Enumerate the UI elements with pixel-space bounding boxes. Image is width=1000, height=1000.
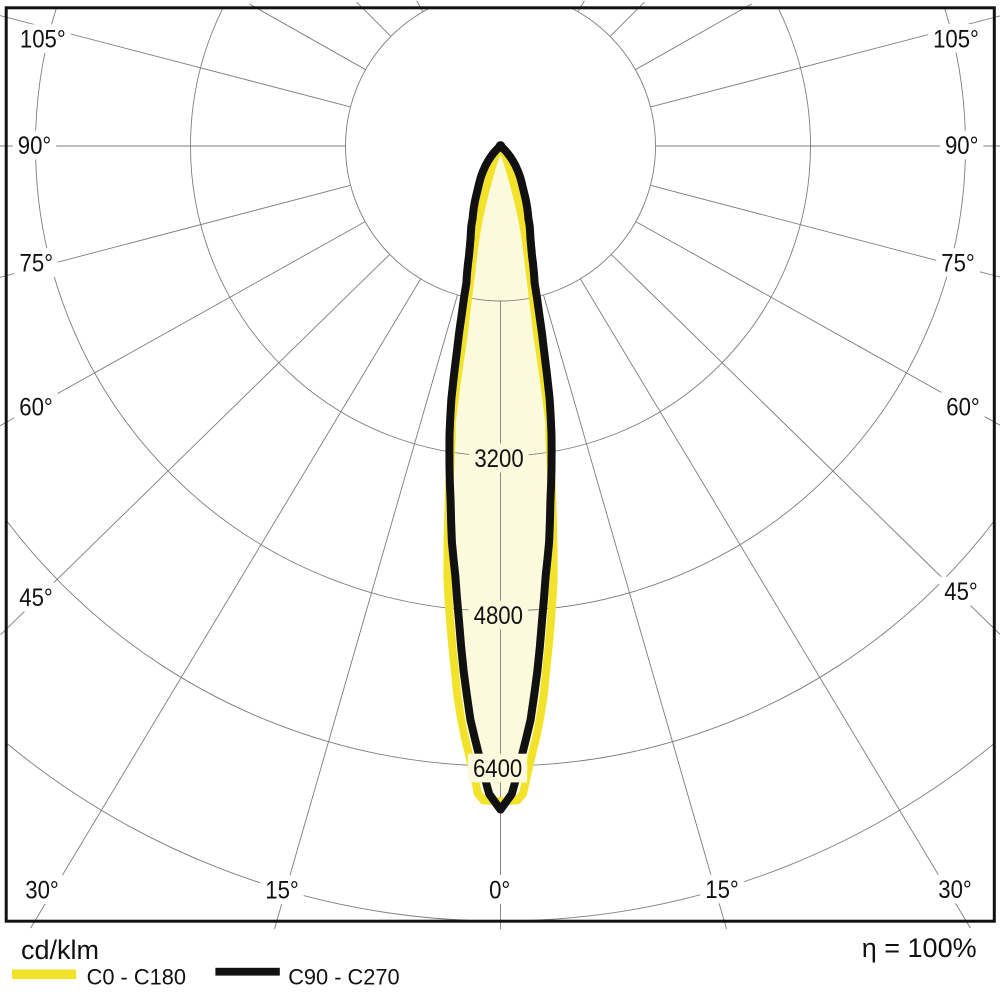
svg-text:75°: 75°	[20, 250, 54, 278]
svg-text:C0 - C180: C0 - C180	[87, 965, 186, 990]
svg-text:cd/klm: cd/klm	[21, 935, 99, 965]
svg-text:90°: 90°	[18, 133, 52, 161]
svg-text:45°: 45°	[944, 579, 978, 607]
svg-text:6400: 6400	[473, 756, 522, 784]
svg-text:45°: 45°	[19, 585, 53, 613]
svg-text:105°: 105°	[20, 26, 66, 54]
svg-text:0°: 0°	[489, 877, 510, 905]
svg-text:η = 100%: η = 100%	[862, 933, 977, 963]
svg-text:C90 - C270: C90 - C270	[288, 965, 399, 990]
svg-text:90°: 90°	[945, 133, 979, 161]
svg-text:15°: 15°	[705, 877, 739, 905]
svg-text:4800: 4800	[474, 603, 523, 631]
svg-text:60°: 60°	[19, 394, 53, 422]
svg-text:3200: 3200	[474, 446, 523, 474]
svg-text:105°: 105°	[933, 26, 979, 54]
svg-text:75°: 75°	[941, 250, 975, 278]
svg-text:30°: 30°	[25, 877, 59, 905]
svg-text:30°: 30°	[938, 877, 972, 905]
svg-text:60°: 60°	[946, 394, 980, 422]
svg-text:15°: 15°	[265, 877, 299, 905]
